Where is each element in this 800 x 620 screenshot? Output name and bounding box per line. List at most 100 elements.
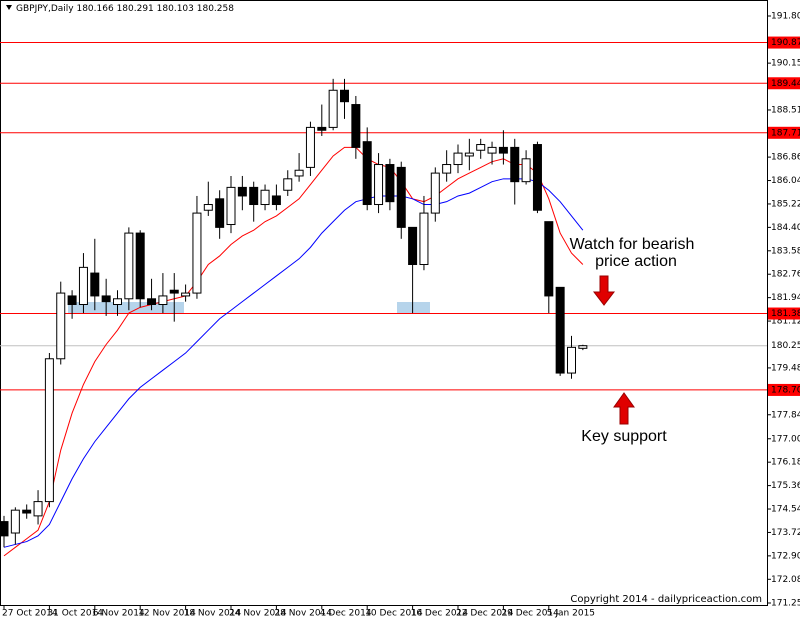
- chart-layer: 191.800 190.150 188.510 186.860 186.040 185.2…: [0, 11, 800, 619]
- candle-body: [113, 298, 122, 305]
- header-high: 180.291: [117, 4, 154, 14]
- candle-body: [181, 292, 191, 297]
- candle-body: [385, 164, 395, 203]
- chart-header: GBPJPY,Daily 180.166 180.291 180.103 180…: [16, 4, 234, 14]
- candle-body: [578, 345, 588, 349]
- candle-body: [453, 152, 463, 166]
- candle-body: [464, 152, 474, 157]
- y-tick-label: 172.900: [771, 551, 800, 561]
- y-tick-label: 181.120: [771, 317, 800, 327]
- header-low: 180.103: [157, 4, 194, 14]
- candle-body: [78, 266, 88, 305]
- level-label-box: [768, 36, 800, 49]
- level-label: 178.709: [771, 385, 800, 395]
- candle-body: [510, 146, 520, 183]
- candle-body: [101, 295, 111, 303]
- candle-body: [67, 295, 77, 305]
- candle-body: [237, 186, 247, 197]
- candle-body: [203, 204, 213, 211]
- candle-body: [44, 358, 54, 503]
- candle-body: [555, 286, 565, 374]
- moving-average: [3, 146, 584, 557]
- candle-body: [56, 292, 66, 360]
- level-label-box: [768, 77, 800, 90]
- level-label-box: [768, 383, 800, 396]
- y-tick-label: 185.220: [771, 199, 800, 209]
- candle-body: [340, 89, 349, 103]
- x-tick-label: 27 Oct 2014: [2, 609, 58, 619]
- candle-body: [226, 186, 236, 226]
- candle-body: [408, 226, 418, 266]
- y-tick-label: 183.580: [771, 246, 800, 256]
- moving-average: [3, 178, 584, 548]
- y-tick-label: 177.840: [771, 410, 800, 420]
- y-tick-label: 174.540: [771, 505, 800, 515]
- candle-body: [544, 221, 554, 297]
- y-tick-label: 188.510: [771, 105, 800, 115]
- candle-body: [192, 212, 202, 294]
- candle-body: [271, 195, 281, 206]
- down-arrow: [592, 275, 616, 306]
- y-tick-label: 179.480: [771, 363, 800, 373]
- level-label-box: [768, 126, 800, 139]
- candle-body: [135, 232, 145, 300]
- candle-body: [305, 126, 315, 168]
- candle-body: [124, 232, 134, 300]
- y-tick-label: 175.360: [771, 481, 800, 491]
- menu-icon: [6, 5, 12, 10]
- candle-body: [260, 189, 270, 206]
- x-tick-label: 31 Oct 2014: [47, 609, 103, 619]
- candle-body: [10, 509, 20, 534]
- y-tick-label: 191.800: [771, 11, 800, 21]
- y-tick-label: 186.040: [771, 176, 800, 186]
- level-label: 189.445: [771, 79, 800, 89]
- x-tick-label: 12 Nov 2014: [138, 609, 196, 619]
- header-close: 180.258: [197, 4, 234, 14]
- symbol: GBPJPY,Daily: [16, 4, 74, 14]
- candle-body: [317, 126, 327, 131]
- current-price-box: [768, 339, 800, 352]
- y-tick-label: 182.760: [771, 270, 800, 280]
- annotation: price action: [595, 253, 677, 270]
- annotation: Key support: [581, 428, 667, 445]
- candle-body: [567, 346, 576, 374]
- candle-body: [294, 169, 304, 177]
- x-tick-label: 4 Dec 2014: [320, 609, 372, 619]
- x-tick-label: 10 Dec 2014: [365, 609, 423, 619]
- candle-body: [169, 289, 179, 294]
- y-tick-label: 190.150: [771, 59, 800, 69]
- support-zone: [397, 302, 430, 314]
- level-label: 187.711: [771, 128, 800, 138]
- level-label-box: [768, 307, 800, 320]
- header-open: 180.166: [76, 4, 113, 14]
- candle-body: [442, 164, 452, 174]
- candle-body: [90, 272, 100, 297]
- candle-body: [249, 186, 259, 206]
- y-tick-label: 181.940: [771, 293, 800, 303]
- level-label: 181.384: [771, 309, 800, 319]
- candle-body: [419, 212, 429, 266]
- candle-body: [158, 295, 168, 305]
- y-tick-label: 177.000: [771, 434, 800, 444]
- x-tick-label: 16 Dec 2014: [411, 609, 469, 619]
- copyright: Copyright 2014 - dailypriceaction.com: [570, 594, 762, 605]
- candle-body: [283, 178, 293, 191]
- candle-body: [0, 521, 9, 537]
- candle-body: [147, 298, 157, 305]
- x-tick-label: 24 Nov 2014: [229, 609, 287, 619]
- y-tick-label: 173.720: [771, 528, 800, 538]
- x-tick-label: 28 Nov 2014: [274, 609, 332, 619]
- candle-body: [498, 146, 508, 154]
- candle-body: [476, 144, 486, 151]
- level-label: 190.870: [771, 38, 800, 48]
- up-arrow: [613, 392, 635, 425]
- candle-body: [351, 104, 361, 148]
- annotation: Watch for bearish: [570, 236, 695, 253]
- candle-body: [22, 509, 32, 514]
- current-price-label: 180.258: [771, 341, 800, 351]
- candle-body: [374, 164, 384, 206]
- candle-body: [328, 89, 338, 128]
- candle-body: [362, 141, 372, 206]
